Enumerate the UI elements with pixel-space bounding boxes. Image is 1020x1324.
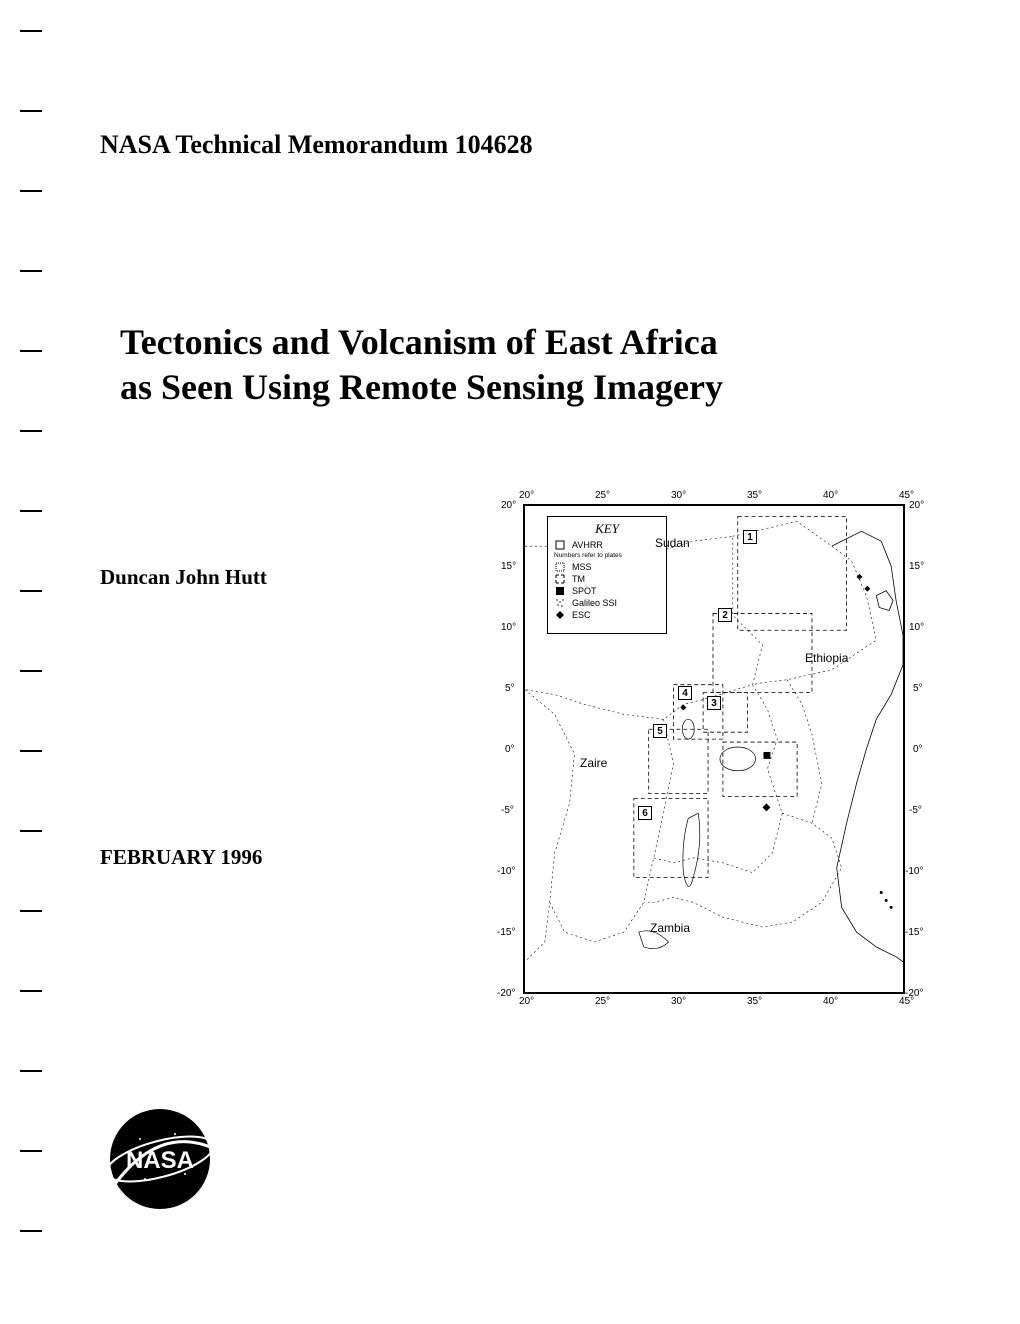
legend-label: AVHRR	[572, 540, 603, 550]
legend-label: MSS	[572, 562, 592, 572]
xtick-bottom: 25°	[595, 996, 610, 1007]
legend-item: ESC	[554, 610, 660, 620]
nasa-logo: NASA	[100, 1104, 220, 1214]
ytick-left: 20°	[501, 500, 516, 511]
country-label: Ethiopia	[805, 651, 848, 665]
legend-label: ESC	[572, 610, 591, 620]
ytick-left: 15°	[501, 561, 516, 572]
document-title: Tectonics and Volcanism of East Africa a…	[120, 320, 960, 410]
ytick-right: 15°	[909, 561, 924, 572]
diamond-icon	[554, 610, 566, 620]
stipple-icon	[554, 598, 566, 608]
left-margin-ticks	[20, 30, 50, 1290]
title-line-1: Tectonics and Volcanism of East Africa	[120, 320, 960, 365]
region-number: 3	[707, 696, 721, 710]
map-frame: KEY AVHRR Numbers refer to plates MSS TM…	[523, 504, 905, 994]
ytick-right: 20°	[909, 500, 924, 511]
open-square-icon	[554, 540, 566, 550]
xtick-top: 20°	[519, 490, 534, 501]
ytick-left: -15°	[497, 927, 515, 938]
ytick-right: -15°	[905, 927, 923, 938]
legend-note: Numbers refer to plates	[554, 552, 660, 559]
region-number: 5	[653, 724, 667, 738]
country-label: Zambia	[650, 921, 690, 935]
title-line-2: as Seen Using Remote Sensing Imagery	[120, 365, 960, 410]
xtick-top: 25°	[595, 490, 610, 501]
dashed-corners-icon	[554, 574, 566, 584]
ytick-left: -10°	[497, 866, 515, 877]
ytick-left: -20°	[497, 988, 515, 999]
region-number: 1	[743, 530, 757, 544]
xtick-bottom: 30°	[671, 996, 686, 1007]
legend-item: TM	[554, 574, 660, 584]
xtick-bottom: 20°	[519, 996, 534, 1007]
country-label: Zaire	[580, 756, 607, 770]
legend-label: Galileo SSI	[572, 598, 617, 608]
ytick-left: 5°	[505, 683, 515, 694]
legend-item: SPOT	[554, 586, 660, 596]
legend-label: TM	[572, 574, 585, 584]
xtick-bottom: 40°	[823, 996, 838, 1007]
africa-map-figure: 20° 25° 30° 35° 40° 45° 20° 25° 30° 35° …	[495, 490, 925, 1010]
ytick-right: -5°	[909, 805, 922, 816]
region-number: 2	[718, 608, 732, 622]
region-number: 6	[638, 806, 652, 820]
xtick-top: 35°	[747, 490, 762, 501]
legend-item: Galileo SSI	[554, 598, 660, 608]
legend-item: MSS	[554, 562, 660, 572]
region-number: 4	[678, 686, 692, 700]
xtick-bottom: 35°	[747, 996, 762, 1007]
ytick-right: -10°	[905, 866, 923, 877]
dotted-square-icon	[554, 562, 566, 572]
ytick-right: -20°	[905, 988, 923, 999]
memo-header: NASA Technical Memorandum 104628	[100, 130, 960, 160]
legend-item: AVHRR	[554, 540, 660, 550]
ytick-left: -5°	[501, 805, 514, 816]
ytick-right: 0°	[913, 744, 923, 755]
xtick-top: 30°	[671, 490, 686, 501]
ytick-right: 5°	[913, 683, 923, 694]
xtick-top: 40°	[823, 490, 838, 501]
filled-square-icon	[554, 586, 566, 596]
map-legend: KEY AVHRR Numbers refer to plates MSS TM…	[547, 516, 667, 634]
ytick-left: 10°	[501, 622, 516, 633]
legend-title: KEY	[554, 521, 660, 537]
ytick-right: 10°	[909, 622, 924, 633]
country-label: Sudan	[655, 536, 690, 550]
legend-label: SPOT	[572, 586, 597, 596]
ytick-left: 0°	[505, 744, 515, 755]
